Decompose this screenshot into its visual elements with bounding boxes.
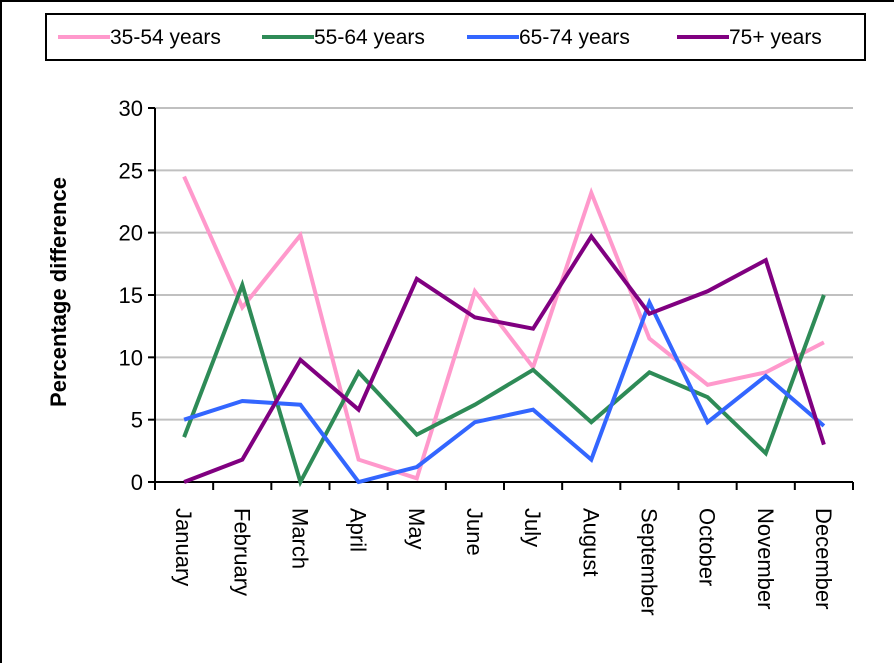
x-tick-label: February: [229, 508, 254, 596]
x-tick-label: July: [520, 508, 545, 547]
y-tick-label: 5: [131, 408, 143, 433]
x-tick-label: January: [171, 508, 196, 586]
y-tick-label: 20: [119, 221, 143, 246]
legend-label: 65-74 years: [519, 26, 630, 49]
x-tick-label: August: [578, 508, 603, 577]
x-tick-label: March: [287, 508, 312, 569]
x-tick-label: November: [753, 508, 778, 609]
x-tick-label: May: [404, 508, 429, 550]
y-tick-label: 10: [119, 345, 143, 370]
legend: 35-54 years 55-64 years 65-74 years 75+ yea…: [45, 13, 866, 61]
x-axis: January February March April May June July Augu…: [154, 481, 854, 616]
y-tick-label: 30: [119, 96, 143, 121]
y-tick-label: 15: [119, 283, 143, 308]
series-line-35-54-years: [182, 175, 825, 481]
series-lines: [182, 175, 826, 488]
x-tick-label: June: [462, 508, 487, 556]
legend-label: 55-64 years: [314, 26, 425, 49]
x-tick-label: December: [811, 508, 836, 609]
legend-label: 35-54 years: [110, 26, 221, 49]
x-tick-label: September: [636, 508, 661, 616]
y-tick-label: 0: [131, 470, 143, 495]
gridlines: [155, 107, 853, 421]
x-tick-label: April: [346, 508, 371, 552]
series-line-75-years: [183, 232, 826, 484]
y-tick-label: 25: [119, 158, 143, 183]
y-axis-label: Percentage difference: [46, 177, 71, 407]
x-tick-label: October: [695, 508, 720, 586]
legend-label: 75+ years: [729, 26, 822, 49]
series-line-55-64-years: [182, 278, 826, 488]
y-axis: 0 5 10 15 20 25 30: [119, 96, 156, 495]
series-line-65-74-years: [183, 297, 826, 485]
